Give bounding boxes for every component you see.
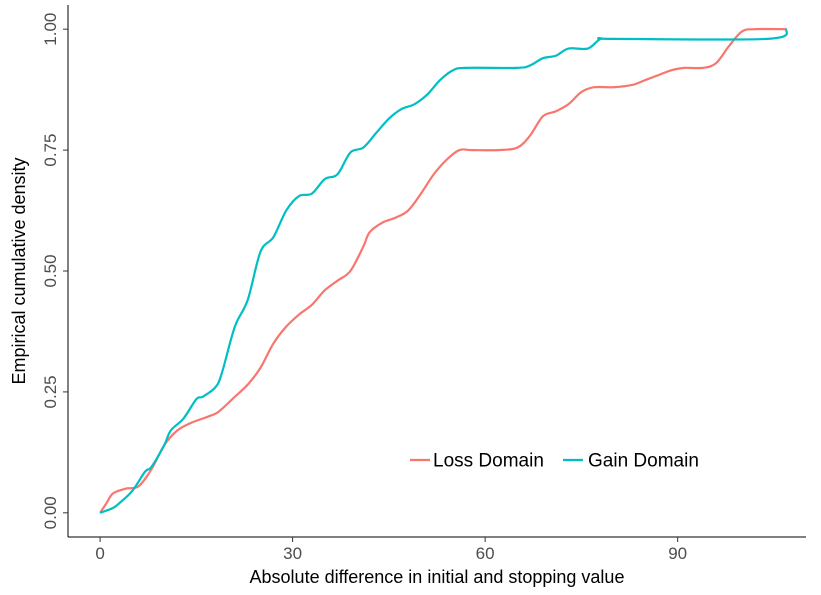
series [99,27,788,514]
ticks: 0 30 60 90 0.00 0.25 0.50 0.75 1.00 [41,13,687,563]
series-line-loss-domain [99,27,787,514]
y-axis-title: Empirical cumulative density [9,157,29,384]
y-tick-label: 0.75 [41,134,60,167]
series-line-gain-domain [99,28,788,514]
y-tick-label: 0.00 [41,496,60,529]
legend-label-gain-domain: Gain Domain [588,451,699,472]
x-tick-label: 30 [283,544,302,563]
y-tick-label: 1.00 [41,13,60,46]
legend-label-loss-domain: Loss Domain [433,451,544,472]
x-tick-label: 90 [668,544,687,563]
x-axis-title: Absolute difference in initial and stopp… [250,567,625,587]
legend: Loss Domain Gain Domain [410,451,699,472]
x-tick-label: 0 [95,544,104,563]
x-tick-label: 60 [476,544,495,563]
y-tick-label: 0.25 [41,375,60,408]
y-tick-label: 0.50 [41,254,60,287]
